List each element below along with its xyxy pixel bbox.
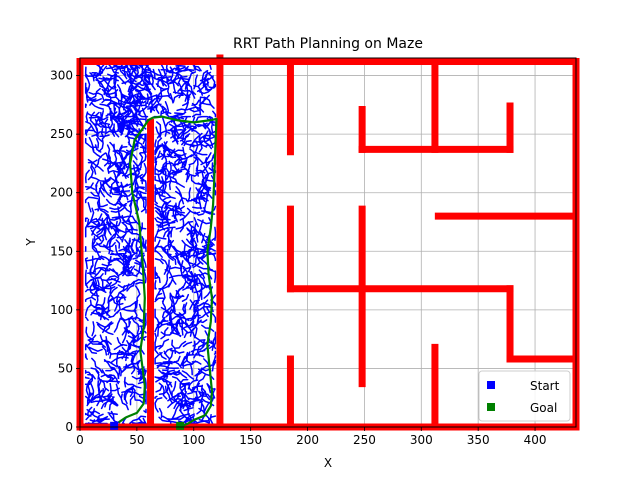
y-tick-label: 150 [50,244,73,258]
legend-start-swatch [487,381,495,389]
x-tick-label: 200 [296,433,319,447]
goal-marker [176,421,185,430]
x-tick-label: 50 [129,433,144,447]
x-axis-label: X [324,456,332,470]
y-tick-label: 50 [58,361,73,375]
legend: Start Goal [478,370,571,422]
goal-path-line [118,115,218,427]
y-tick-label: 200 [50,186,73,200]
x-tick-label: 150 [239,433,262,447]
x-axis-ticks: 0 50 100 150 200 250 300 350 400 [76,427,546,447]
start-marker [110,421,119,430]
rrt-tree-edges [84,63,217,425]
endpoint-markers [110,421,185,430]
goal-path [118,115,218,427]
x-tick-label: 100 [182,433,205,447]
y-tick-label: 250 [50,127,73,141]
rrt-tree [84,63,217,425]
legend-goal-swatch [487,403,495,411]
x-tick-label: 250 [353,433,376,447]
chart-title: RRT Path Planning on Maze [233,36,423,52]
x-tick-label: 0 [76,433,84,447]
y-tick-label: 0 [65,420,73,434]
x-tick-label: 300 [410,433,433,447]
y-axis-label: Y [24,238,38,247]
y-tick-label: 300 [50,69,73,83]
legend-goal-label: Goal [530,401,557,415]
x-tick-label: 400 [524,433,547,447]
plot-frame [79,57,577,428]
legend-box [478,370,571,422]
legend-start-label: Start [530,379,560,393]
y-tick-label: 100 [50,303,73,317]
x-tick-label: 350 [467,433,490,447]
y-axis-ticks: 0 50 100 150 200 250 300 [50,69,80,434]
